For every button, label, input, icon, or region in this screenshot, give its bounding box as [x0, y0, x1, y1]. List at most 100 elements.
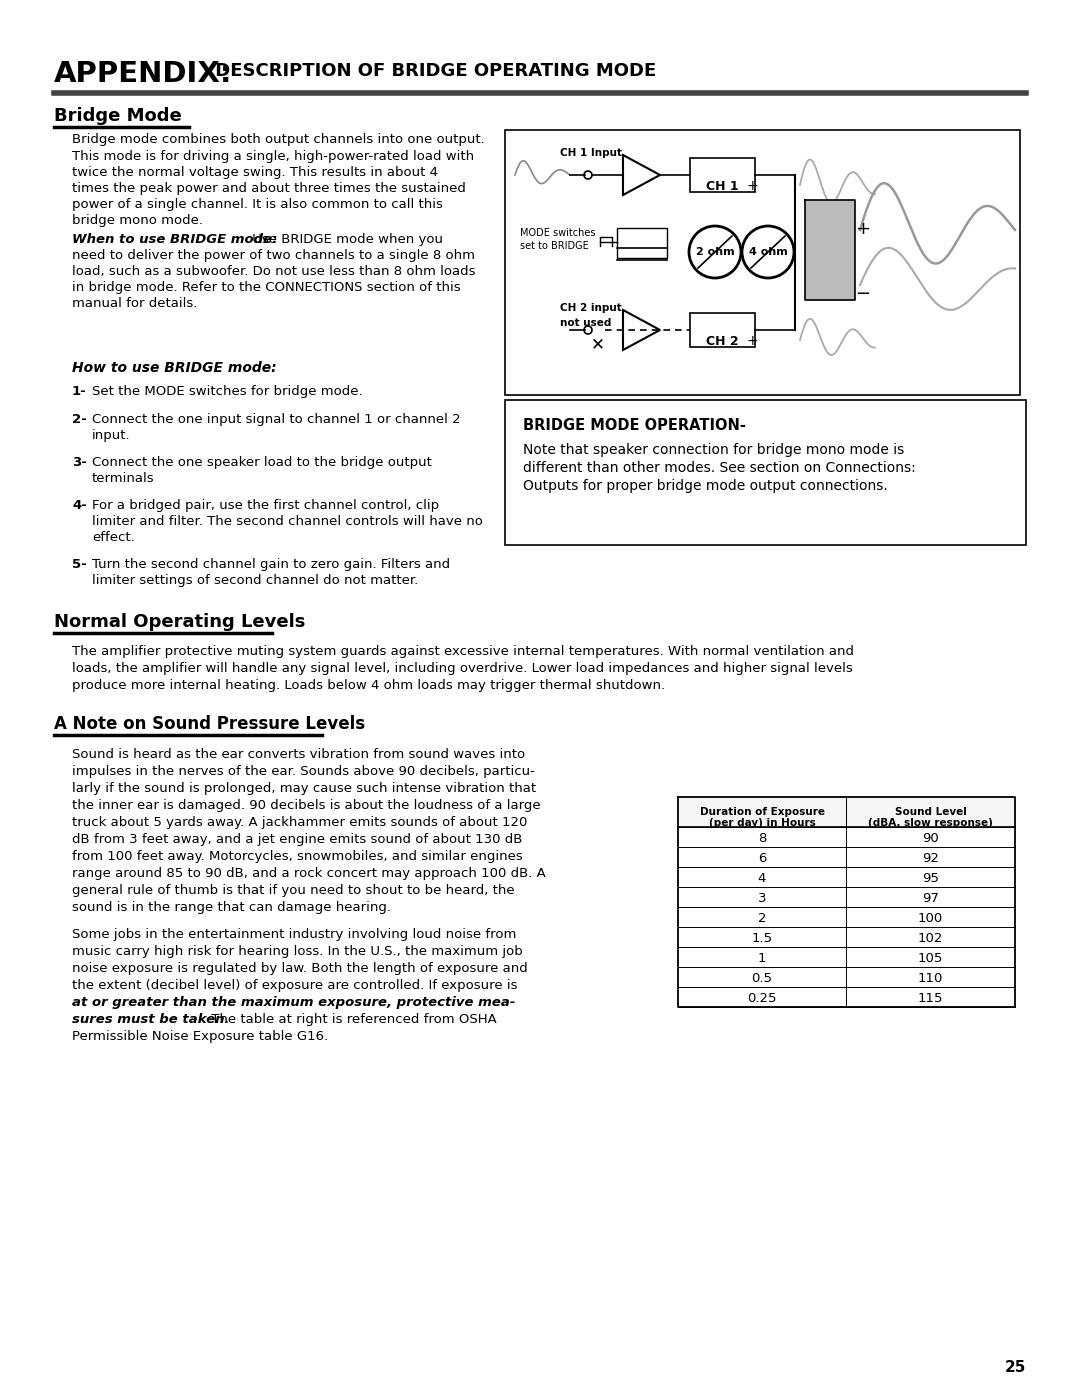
Bar: [678, 798, 1015, 827]
Text: general rule of thumb is that if you need to shout to be heard, the: general rule of thumb is that if you nee…: [72, 884, 515, 897]
Text: Sound Level: Sound Level: [894, 807, 967, 817]
Text: 92: 92: [922, 852, 939, 865]
Text: 4 ohm: 4 ohm: [748, 247, 787, 257]
Text: 4: 4: [758, 872, 766, 886]
Text: 1-: 1-: [72, 386, 86, 398]
Text: (dBA, slow response): (dBA, slow response): [868, 819, 993, 828]
Text: the inner ear is damaged. 90 decibels is about the loudness of a large: the inner ear is damaged. 90 decibels is…: [72, 799, 541, 812]
Text: Connect the one input signal to channel 1 or channel 2: Connect the one input signal to channel …: [92, 414, 461, 426]
Text: Turn the second channel gain to zero gain. Filters and: Turn the second channel gain to zero gai…: [92, 557, 450, 571]
Text: 105: 105: [918, 951, 943, 965]
Text: 110: 110: [918, 972, 943, 985]
Text: Normal Operating Levels: Normal Operating Levels: [54, 613, 306, 631]
Text: noise exposure is regulated by law. Both the length of exposure and: noise exposure is regulated by law. Both…: [72, 963, 528, 975]
Text: DESCRIPTION OF BRIDGE OPERATING MODE: DESCRIPTION OF BRIDGE OPERATING MODE: [210, 61, 657, 80]
Text: 115: 115: [918, 992, 943, 1004]
Text: ✕: ✕: [591, 335, 605, 353]
Text: 2: 2: [758, 912, 766, 925]
Text: bridge mono mode.: bridge mono mode.: [72, 214, 203, 226]
Text: 1.5: 1.5: [752, 932, 772, 944]
Text: For a bridged pair, use the first channel control, clip: For a bridged pair, use the first channe…: [92, 499, 440, 511]
Circle shape: [742, 226, 794, 278]
Text: Duration of Exposure: Duration of Exposure: [700, 807, 824, 817]
Bar: [690, 313, 755, 346]
Text: not used: not used: [561, 319, 611, 328]
Text: Set the MODE switches for bridge mode.: Set the MODE switches for bridge mode.: [92, 386, 363, 398]
Text: load, such as a subwoofer. Do not use less than 8 ohm loads: load, such as a subwoofer. Do not use le…: [72, 265, 475, 278]
Text: Sound is heard as the ear converts vibration from sound waves into: Sound is heard as the ear converts vibra…: [72, 747, 525, 761]
Text: from 100 feet away. Motorcycles, snowmobiles, and similar engines: from 100 feet away. Motorcycles, snowmob…: [72, 849, 523, 863]
Text: 1: 1: [758, 951, 766, 965]
Text: Outputs for proper bridge mode output connections.: Outputs for proper bridge mode output co…: [523, 479, 888, 493]
Text: A Note on Sound Pressure Levels: A Note on Sound Pressure Levels: [54, 715, 365, 733]
Text: 3-: 3-: [72, 455, 86, 469]
Text: larly if the sound is prolonged, may cause such intense vibration that: larly if the sound is prolonged, may cau…: [72, 782, 536, 795]
Text: Bridge Mode: Bridge Mode: [54, 108, 181, 124]
Text: times the peak power and about three times the sustained: times the peak power and about three tim…: [72, 182, 465, 196]
Text: dB from 3 feet away, and a jet engine emits sound of about 130 dB: dB from 3 feet away, and a jet engine em…: [72, 833, 523, 847]
Text: 3: 3: [758, 893, 766, 905]
Bar: [690, 158, 755, 191]
Text: 90: 90: [922, 833, 939, 845]
Text: need to deliver the power of two channels to a single 8 ohm: need to deliver the power of two channel…: [72, 249, 475, 263]
Text: range around 85 to 90 dB, and a rock concert may approach 100 dB. A: range around 85 to 90 dB, and a rock con…: [72, 868, 545, 880]
Bar: [505, 130, 1020, 395]
Text: 95: 95: [922, 872, 939, 886]
Text: CH 2 input: CH 2 input: [561, 303, 622, 313]
Text: MODE switches: MODE switches: [519, 228, 595, 237]
Text: 0.25: 0.25: [747, 992, 777, 1004]
Text: (per day) in Hours: (per day) in Hours: [708, 819, 815, 828]
Text: input.: input.: [92, 429, 131, 441]
Text: effect.: effect.: [92, 531, 135, 543]
Text: Permissible Noise Exposure table G16.: Permissible Noise Exposure table G16.: [72, 1030, 328, 1044]
Text: 100: 100: [918, 912, 943, 925]
Text: at or greater than the maximum exposure, protective mea-: at or greater than the maximum exposure,…: [72, 996, 515, 1009]
Text: The amplifier protective muting system guards against excessive internal tempera: The amplifier protective muting system g…: [72, 645, 854, 658]
Text: power of a single channel. It is also common to call this: power of a single channel. It is also co…: [72, 198, 443, 211]
Text: sound is in the range that can damage hearing.: sound is in the range that can damage he…: [72, 901, 391, 914]
Text: loads, the amplifier will handle any signal level, including overdrive. Lower lo: loads, the amplifier will handle any sig…: [72, 662, 853, 675]
Bar: [805, 200, 855, 300]
Text: APPENDIX:: APPENDIX:: [54, 60, 232, 88]
Text: The table at right is referenced from OSHA: The table at right is referenced from OS…: [207, 1013, 497, 1025]
Text: This mode is for driving a single, high-power-rated load with: This mode is for driving a single, high-…: [72, 149, 474, 163]
Text: music carry high risk for hearing loss. In the U.S., the maximum job: music carry high risk for hearing loss. …: [72, 944, 523, 958]
Text: Some jobs in the entertainment industry involving loud noise from: Some jobs in the entertainment industry …: [72, 928, 516, 942]
Text: sures must be taken.: sures must be taken.: [72, 1013, 229, 1025]
Text: the extent (decibel level) of exposure are controlled. If exposure is: the extent (decibel level) of exposure a…: [72, 979, 517, 992]
Text: set to BRIDGE: set to BRIDGE: [519, 242, 589, 251]
Text: impulses in the nerves of the ear. Sounds above 90 decibels, particu-: impulses in the nerves of the ear. Sound…: [72, 766, 535, 778]
Text: 6: 6: [758, 852, 766, 865]
Text: Use BRIDGE mode when you: Use BRIDGE mode when you: [248, 233, 443, 246]
Text: produce more internal heating. Loads below 4 ohm loads may trigger thermal shutd: produce more internal heating. Loads bel…: [72, 679, 665, 692]
Text: CH 2: CH 2: [705, 335, 739, 348]
Text: When to use BRIDGE mode:: When to use BRIDGE mode:: [72, 233, 278, 246]
Text: 97: 97: [922, 893, 939, 905]
Text: CH 1 Input: CH 1 Input: [561, 148, 622, 158]
Text: limiter and filter. The second channel controls will have no: limiter and filter. The second channel c…: [92, 515, 483, 528]
Text: 5-: 5-: [72, 557, 86, 571]
Text: BRIDGE MODE OPERATION-: BRIDGE MODE OPERATION-: [523, 418, 746, 433]
Text: 102: 102: [918, 932, 943, 944]
Text: 0.5: 0.5: [752, 972, 772, 985]
Bar: [505, 400, 1026, 545]
Text: 2-: 2-: [72, 414, 86, 426]
Text: limiter settings of second channel do not matter.: limiter settings of second channel do no…: [92, 574, 418, 587]
Text: 4-: 4-: [72, 499, 86, 511]
Text: in bridge mode. Refer to the CONNECTIONS section of this: in bridge mode. Refer to the CONNECTIONS…: [72, 281, 461, 293]
Text: +: +: [855, 219, 870, 237]
Text: +: +: [746, 179, 758, 193]
Text: 8: 8: [758, 833, 766, 845]
Text: 2 ohm: 2 ohm: [696, 247, 734, 257]
Text: manual for details.: manual for details.: [72, 298, 198, 310]
Text: different than other modes. See section on Connections:: different than other modes. See section …: [523, 461, 916, 475]
Text: Connect the one speaker load to the bridge output: Connect the one speaker load to the brid…: [92, 455, 432, 469]
Text: truck about 5 yards away. A jackhammer emits sounds of about 120: truck about 5 yards away. A jackhammer e…: [72, 816, 527, 828]
Text: 25: 25: [1004, 1361, 1026, 1375]
Text: How to use BRIDGE mode:: How to use BRIDGE mode:: [72, 360, 276, 374]
Text: +: +: [746, 334, 758, 348]
Bar: [617, 228, 667, 258]
Text: CH 1: CH 1: [705, 180, 739, 193]
Text: terminals: terminals: [92, 472, 154, 485]
Text: twice the normal voltage swing. This results in about 4: twice the normal voltage swing. This res…: [72, 166, 438, 179]
